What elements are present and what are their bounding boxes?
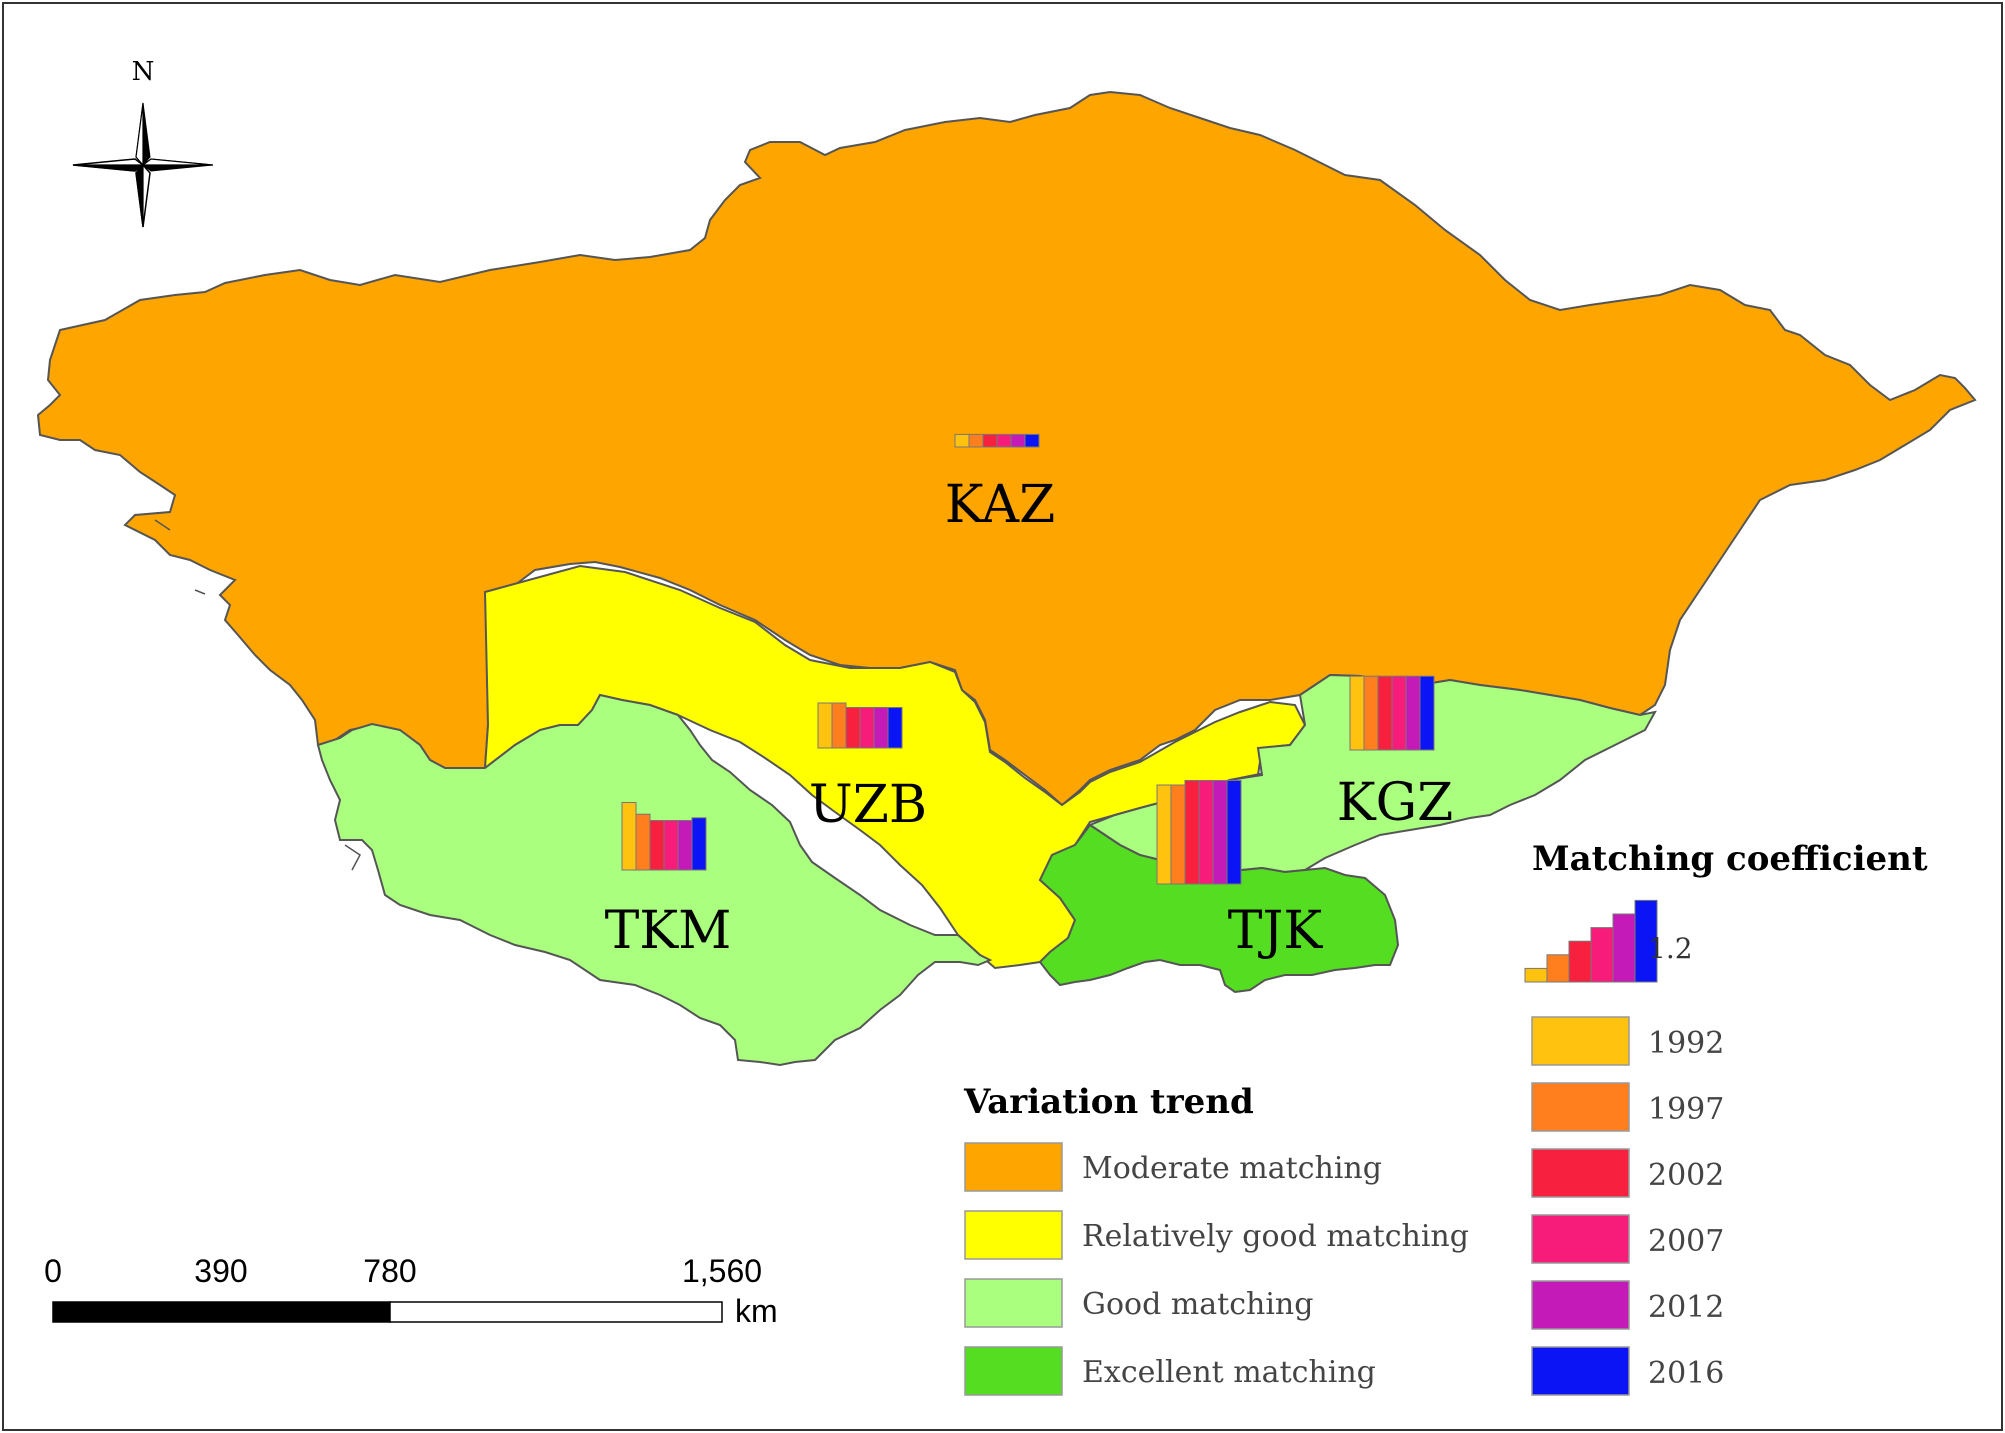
bar-uzb-2016 — [887, 707, 903, 749]
bar-kgz-2016 — [1419, 675, 1435, 751]
bar-chart-kaz — [954, 433, 1040, 448]
legend-trend-title: Variation trend — [963, 1082, 1254, 1122]
bar-chart-kgz — [1349, 675, 1435, 751]
legend-year-label-1997: 1997 — [1648, 1092, 1724, 1127]
bar-kaz-2007 — [996, 433, 1012, 448]
scale-tick-1560: 1,560 — [682, 1253, 762, 1289]
legend-variation-trend: Variation trend Moderate matching Relativ… — [963, 1082, 1469, 1396]
scale-tick-390: 390 — [194, 1253, 247, 1289]
legend-coefficient-sample-bar-2012 — [1612, 913, 1636, 983]
coastline-islands — [154, 519, 361, 871]
region-label-kaz: KAZ — [945, 475, 1055, 535]
bar-tjk-1997 — [1170, 784, 1186, 885]
scale-bar-segment-filled — [52, 1301, 391, 1323]
scale-bar-segment-empty — [389, 1301, 723, 1323]
region-label-tjk: TJK — [1228, 901, 1324, 961]
legend-trend-swatch-0 — [964, 1142, 1063, 1192]
legend-trend-label-0: Moderate matching — [1082, 1151, 1382, 1186]
bar-tkm-2016 — [691, 817, 707, 871]
legend-coefficient-sample-bar-2016 — [1634, 899, 1658, 983]
bar-chart-tkm — [621, 802, 707, 871]
legend-coefficient-sample-bar-2007 — [1590, 927, 1614, 983]
bar-kgz-2007 — [1391, 675, 1407, 751]
legend-year-label-2012: 2012 — [1648, 1290, 1724, 1325]
region-label-tkm: TKM — [605, 901, 732, 961]
legend-coefficient-title: Matching coefficient — [1532, 839, 1928, 879]
legend-trend-label-2: Good matching — [1082, 1287, 1313, 1322]
legend-year-swatch-1997 — [1531, 1082, 1630, 1132]
legend-year-label-1992: 1992 — [1648, 1026, 1724, 1061]
bar-kaz-2002 — [982, 433, 998, 448]
bar-tkm-1997 — [635, 813, 651, 871]
bar-tjk-2012 — [1212, 780, 1228, 885]
scale-tick-780: 780 — [363, 1253, 416, 1289]
region-tkm — [316, 693, 993, 1067]
legend-year-swatch-1992 — [1531, 1016, 1630, 1066]
bar-kaz-1997 — [968, 433, 984, 448]
legend-trend-swatch-2 — [964, 1278, 1063, 1328]
bar-tjk-2007 — [1198, 780, 1214, 885]
bar-uzb-1997 — [831, 702, 847, 749]
legend-trend-label-3: Excellent matching — [1082, 1355, 1376, 1390]
bar-tjk-2016 — [1226, 780, 1242, 885]
bar-uzb-2007 — [859, 707, 875, 749]
bar-kaz-1992 — [954, 433, 970, 448]
legend-year-label-2007: 2007 — [1648, 1224, 1724, 1259]
bar-kgz-2002 — [1377, 675, 1393, 751]
legend-year-label-2002: 2002 — [1648, 1158, 1724, 1193]
bar-kaz-2016 — [1024, 433, 1040, 448]
bar-tkm-2002 — [649, 820, 665, 871]
scale-unit: km — [735, 1293, 778, 1329]
legend-trend-label-1: Relatively good matching — [1082, 1219, 1469, 1254]
bar-tkm-1992 — [621, 802, 637, 871]
legend-year-label-2016: 2016 — [1648, 1356, 1724, 1391]
bar-uzb-1992 — [817, 702, 833, 749]
legend-year-swatch-2016 — [1531, 1346, 1630, 1396]
bar-tkm-2007 — [663, 820, 679, 871]
bar-uzb-2012 — [873, 707, 889, 749]
legend-year-swatch-2012 — [1531, 1280, 1630, 1330]
bar-kgz-2012 — [1405, 675, 1421, 751]
legend-coefficient-sample-bar-1992 — [1524, 967, 1548, 983]
north-arrow — [72, 102, 214, 228]
legend-coefficient-sample-bar-2002 — [1568, 940, 1592, 983]
scale-tick-0: 0 — [44, 1253, 62, 1289]
bar-tjk-1992 — [1156, 784, 1172, 885]
bar-tjk-2002 — [1184, 780, 1200, 885]
legend-matching-coefficient: Matching coefficient 1.2 1992 1997 2002 200… — [1524, 839, 1928, 1396]
bar-uzb-2002 — [845, 707, 861, 749]
legend-trend-swatch-3 — [964, 1346, 1063, 1396]
legend-coefficient-scale-value: 1.2 — [1648, 932, 1693, 965]
scale-bar: 0 390 780 1,560 km — [44, 1253, 778, 1329]
legend-coefficient-sample-bar-1997 — [1546, 954, 1570, 983]
bar-tkm-2012 — [677, 820, 693, 871]
legend-year-swatch-2002 — [1531, 1148, 1630, 1198]
bar-chart-tjk — [1156, 780, 1242, 885]
bar-chart-uzb — [817, 702, 903, 749]
bar-kaz-2012 — [1010, 433, 1026, 448]
bar-kgz-1997 — [1363, 675, 1379, 751]
bar-kgz-1992 — [1349, 675, 1365, 751]
legend-year-swatch-2007 — [1531, 1214, 1630, 1264]
region-label-uzb: UZB — [809, 775, 927, 835]
legend-trend-swatch-1 — [964, 1210, 1063, 1260]
north-arrow-label: N — [132, 57, 155, 87]
region-label-kgz: KGZ — [1337, 773, 1454, 833]
